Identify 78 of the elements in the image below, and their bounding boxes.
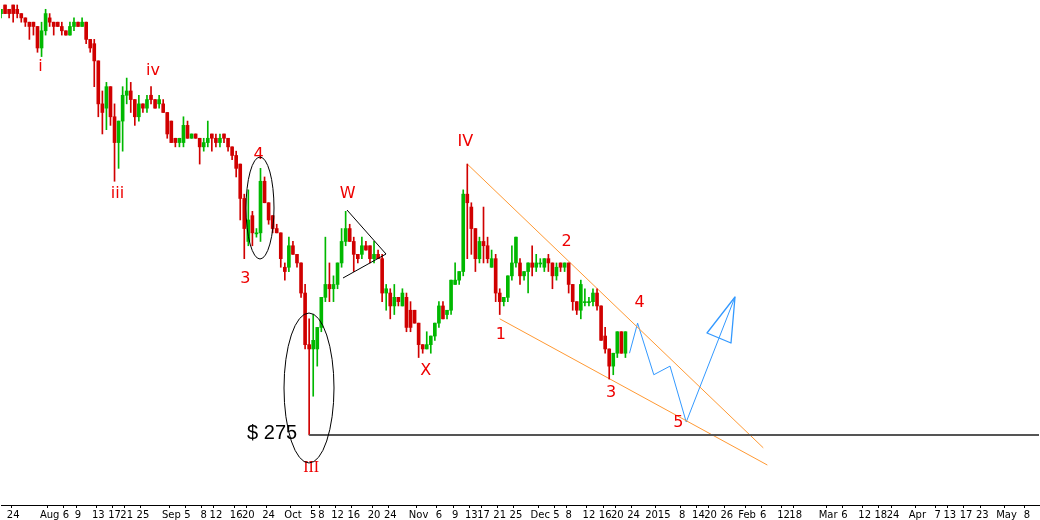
x-tick-label: 17: [477, 508, 490, 520]
x-tick-label: 5: [553, 508, 560, 520]
x-tick-label: 20: [704, 508, 717, 520]
annotation: W: [339, 182, 356, 202]
x-tick-label: 6: [62, 508, 70, 520]
x-tick-label: 24: [262, 508, 275, 520]
x-tick-label: 18: [874, 508, 888, 520]
x-tick-label: 24: [627, 508, 640, 520]
x-tick-label: 13: [91, 508, 105, 520]
candlestick: [583, 288, 587, 307]
x-tick-label: Sep: [161, 508, 181, 520]
x-tick-label: 24: [383, 508, 397, 520]
x-tick-label: Nov: [408, 508, 429, 520]
x-tick-label: 6: [435, 508, 443, 520]
x-tick-label: Apr: [908, 508, 927, 520]
x-tick-label: 8: [1023, 508, 1031, 520]
x-tick-label: 8: [679, 508, 686, 520]
x-tick-label: 17: [108, 508, 121, 520]
annotation: 4: [634, 292, 645, 312]
x-tick-label: 12: [858, 508, 872, 520]
x-tick-label: 8: [200, 508, 207, 520]
x-tick-label: 16: [598, 508, 612, 520]
x-tick-label: Oct: [284, 508, 302, 520]
x-tick-label: 25: [136, 508, 150, 520]
x-tick-label: 13: [943, 508, 957, 520]
x-tick-label: 13: [464, 508, 478, 520]
annotation: 3: [606, 382, 617, 402]
x-tick-label: 14: [692, 508, 705, 520]
x-tick-label: 26: [720, 508, 734, 520]
x-tick-label: 17: [959, 508, 973, 520]
annotation: i: [38, 56, 43, 76]
x-tick-label: Aug: [39, 508, 60, 520]
x-tick-label: 6: [841, 508, 848, 520]
annotation: IV: [457, 131, 474, 151]
candlestick: [311, 314, 316, 397]
x-tick-label: 20: [367, 508, 381, 520]
annotation: X: [420, 359, 432, 379]
x-tick-label: 5: [184, 508, 191, 520]
x-tick-label: 6: [760, 508, 767, 520]
x-tick-label: 20: [610, 508, 624, 520]
x-tick-label: 12: [582, 508, 596, 520]
x-tick-label: Dec: [530, 508, 550, 520]
x-tick-label: 2015: [645, 508, 671, 520]
x-tick-label: 8: [565, 508, 572, 520]
x-tick-label: 25: [509, 508, 523, 520]
x-tick-label: 20: [241, 508, 255, 520]
x-tick-label: 12: [777, 508, 790, 520]
annotation: 2: [561, 231, 572, 251]
x-tick-label: May: [996, 508, 1017, 520]
x-tick-label: 8: [318, 508, 325, 520]
x-tick-label: 12: [331, 508, 344, 520]
x-tick-label: 16: [347, 508, 361, 520]
candlestick: [205, 120, 210, 148]
x-tick-label: 5: [310, 508, 317, 520]
x-tick-label: 18: [789, 508, 803, 520]
candlestick: [530, 245, 534, 277]
x-tick-label: 21: [120, 508, 134, 520]
annotation: $ 275: [247, 420, 298, 443]
annotation: 5: [673, 412, 684, 432]
annotation: iv: [146, 59, 160, 79]
annotation: 1: [495, 323, 506, 343]
x-tick-label: 9: [74, 508, 82, 520]
x-tick-label: 24: [6, 508, 20, 520]
x-tick-label: Feb: [738, 508, 756, 520]
x-tick-label: 21: [493, 508, 507, 520]
x-tick-label: Mar: [818, 508, 839, 520]
x-tick-label: 12: [209, 508, 223, 520]
annotation: III: [303, 458, 320, 476]
x-tick-label: 9: [451, 508, 459, 520]
annotation: 3: [240, 267, 251, 287]
candlestick: [465, 163, 470, 259]
x-tick-label: 23: [975, 508, 989, 520]
x-tick-label: 7: [934, 508, 941, 520]
x-tick-label: 24: [886, 508, 900, 520]
candlestick: [384, 284, 389, 311]
annotation: iii: [110, 183, 125, 203]
annotation: 4: [253, 143, 264, 163]
x-tick-label: 16: [229, 508, 243, 520]
